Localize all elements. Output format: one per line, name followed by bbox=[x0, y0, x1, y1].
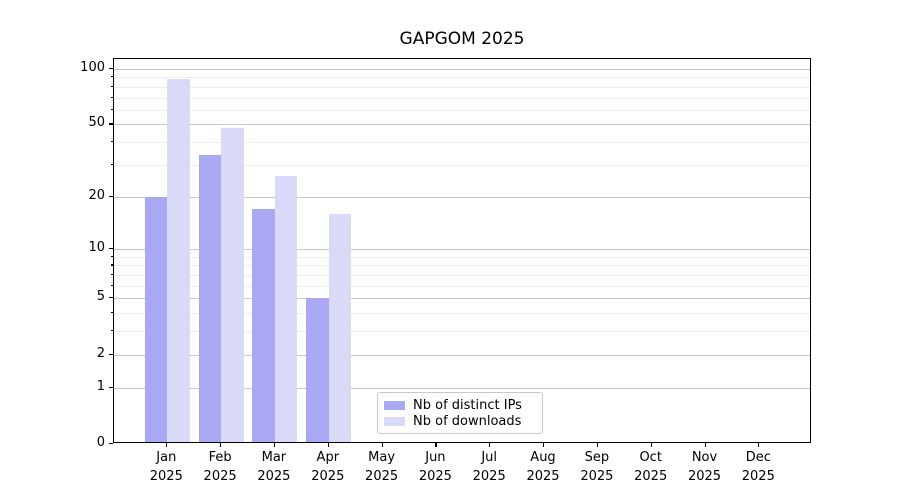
x-tick-mark bbox=[704, 443, 706, 447]
gridline-minor bbox=[114, 313, 810, 315]
legend-item: Nb of distinct IPs bbox=[384, 397, 536, 413]
x-tick-label: May 2025 bbox=[365, 450, 399, 484]
x-tick-label: Nov 2025 bbox=[687, 450, 722, 484]
gridline-minor bbox=[114, 97, 810, 99]
gridline-minor bbox=[114, 285, 810, 287]
x-tick-mark bbox=[327, 443, 329, 447]
y-minor-tick-mark bbox=[110, 76, 113, 78]
x-tick-label: Jul 2025 bbox=[472, 450, 506, 484]
y-tick-mark bbox=[109, 353, 113, 355]
y-tick-label: 50 bbox=[88, 115, 105, 131]
x-tick-label: Jan 2025 bbox=[149, 450, 183, 484]
bar bbox=[274, 176, 298, 442]
y-minor-tick-mark bbox=[110, 108, 113, 110]
y-tick-label: 2 bbox=[96, 345, 105, 361]
y-tick-mark bbox=[109, 248, 113, 250]
y-tick-label: 0 bbox=[96, 435, 105, 450]
legend-item: Nb of downloads bbox=[384, 413, 536, 429]
gridline-major bbox=[114, 354, 810, 356]
x-tick-mark bbox=[166, 443, 168, 447]
gridline-major bbox=[114, 298, 810, 300]
legend: Nb of distinct IPs Nb of downloads bbox=[377, 392, 543, 434]
x-tick-mark bbox=[758, 443, 760, 447]
x-tick-mark bbox=[596, 443, 599, 447]
bar bbox=[328, 213, 352, 442]
x-tick-mark bbox=[435, 443, 437, 447]
bar bbox=[198, 155, 222, 442]
x-tick-label: Dec 2025 bbox=[741, 450, 775, 484]
legend-swatch bbox=[384, 416, 405, 426]
y-tick-mark bbox=[109, 195, 113, 197]
y-tick-mark bbox=[109, 123, 113, 125]
y-tick-label: 5 bbox=[96, 289, 105, 305]
y-tick-label: 100 bbox=[80, 59, 105, 75]
chart-title: GAPGOM 2025 bbox=[399, 29, 525, 49]
bar bbox=[144, 196, 168, 442]
gridline-minor bbox=[114, 256, 810, 258]
y-tick-label: 20 bbox=[88, 187, 105, 203]
legend-label: Nb of downloads bbox=[413, 413, 522, 429]
y-tick-label: 1 bbox=[96, 378, 105, 394]
y-tick-mark bbox=[109, 443, 113, 445]
bar bbox=[252, 209, 275, 442]
gridline-minor bbox=[114, 265, 810, 267]
x-tick-mark bbox=[381, 443, 383, 447]
x-tick-label: Sep 2025 bbox=[580, 450, 614, 484]
bar bbox=[221, 127, 244, 442]
y-tick-label: 10 bbox=[88, 240, 105, 256]
gridline-minor bbox=[114, 142, 810, 144]
plot-area bbox=[113, 58, 811, 443]
x-tick-label: Feb 2025 bbox=[203, 450, 237, 484]
y-tick-mark bbox=[109, 386, 113, 388]
y-tick-mark bbox=[109, 67, 113, 69]
y-minor-tick-mark bbox=[110, 255, 113, 257]
x-tick-label: Apr 2025 bbox=[311, 450, 345, 484]
y-minor-tick-mark bbox=[110, 264, 113, 266]
gridline-minor bbox=[114, 86, 810, 88]
legend-swatch bbox=[384, 400, 405, 410]
y-minor-tick-mark bbox=[110, 284, 113, 286]
x-tick-mark bbox=[489, 443, 491, 447]
y-minor-tick-mark bbox=[110, 96, 113, 98]
gridline-minor bbox=[114, 275, 810, 276]
x-tick-mark bbox=[220, 443, 222, 447]
y-minor-tick-mark bbox=[110, 330, 113, 332]
bar bbox=[167, 79, 190, 442]
y-minor-tick-mark bbox=[110, 141, 113, 143]
x-tick-label: Jun 2025 bbox=[418, 450, 452, 484]
y-minor-tick-mark bbox=[110, 85, 113, 87]
gridline-major bbox=[114, 249, 810, 251]
y-minor-tick-mark bbox=[110, 274, 113, 276]
gridline-minor bbox=[114, 164, 810, 166]
y-tick-mark bbox=[109, 297, 113, 299]
legend-label: Nb of distinct IPs bbox=[413, 397, 522, 413]
x-tick-label: Oct 2025 bbox=[634, 450, 668, 484]
x-tick-mark bbox=[273, 443, 276, 447]
x-tick-mark bbox=[543, 443, 545, 447]
y-minor-tick-mark bbox=[110, 163, 113, 166]
x-tick-label: Aug 2025 bbox=[526, 450, 560, 484]
gridline-major bbox=[114, 68, 810, 70]
gridline-minor bbox=[114, 331, 810, 333]
x-tick-mark bbox=[650, 443, 652, 447]
gridline-major bbox=[114, 387, 810, 389]
gridline-major bbox=[114, 196, 810, 198]
y-minor-tick-mark bbox=[110, 312, 113, 314]
gridline-major bbox=[114, 124, 810, 126]
bar bbox=[306, 298, 329, 442]
gridline-minor bbox=[114, 77, 810, 79]
x-tick-label: Mar 2025 bbox=[257, 450, 291, 484]
gridline-minor bbox=[114, 109, 810, 111]
